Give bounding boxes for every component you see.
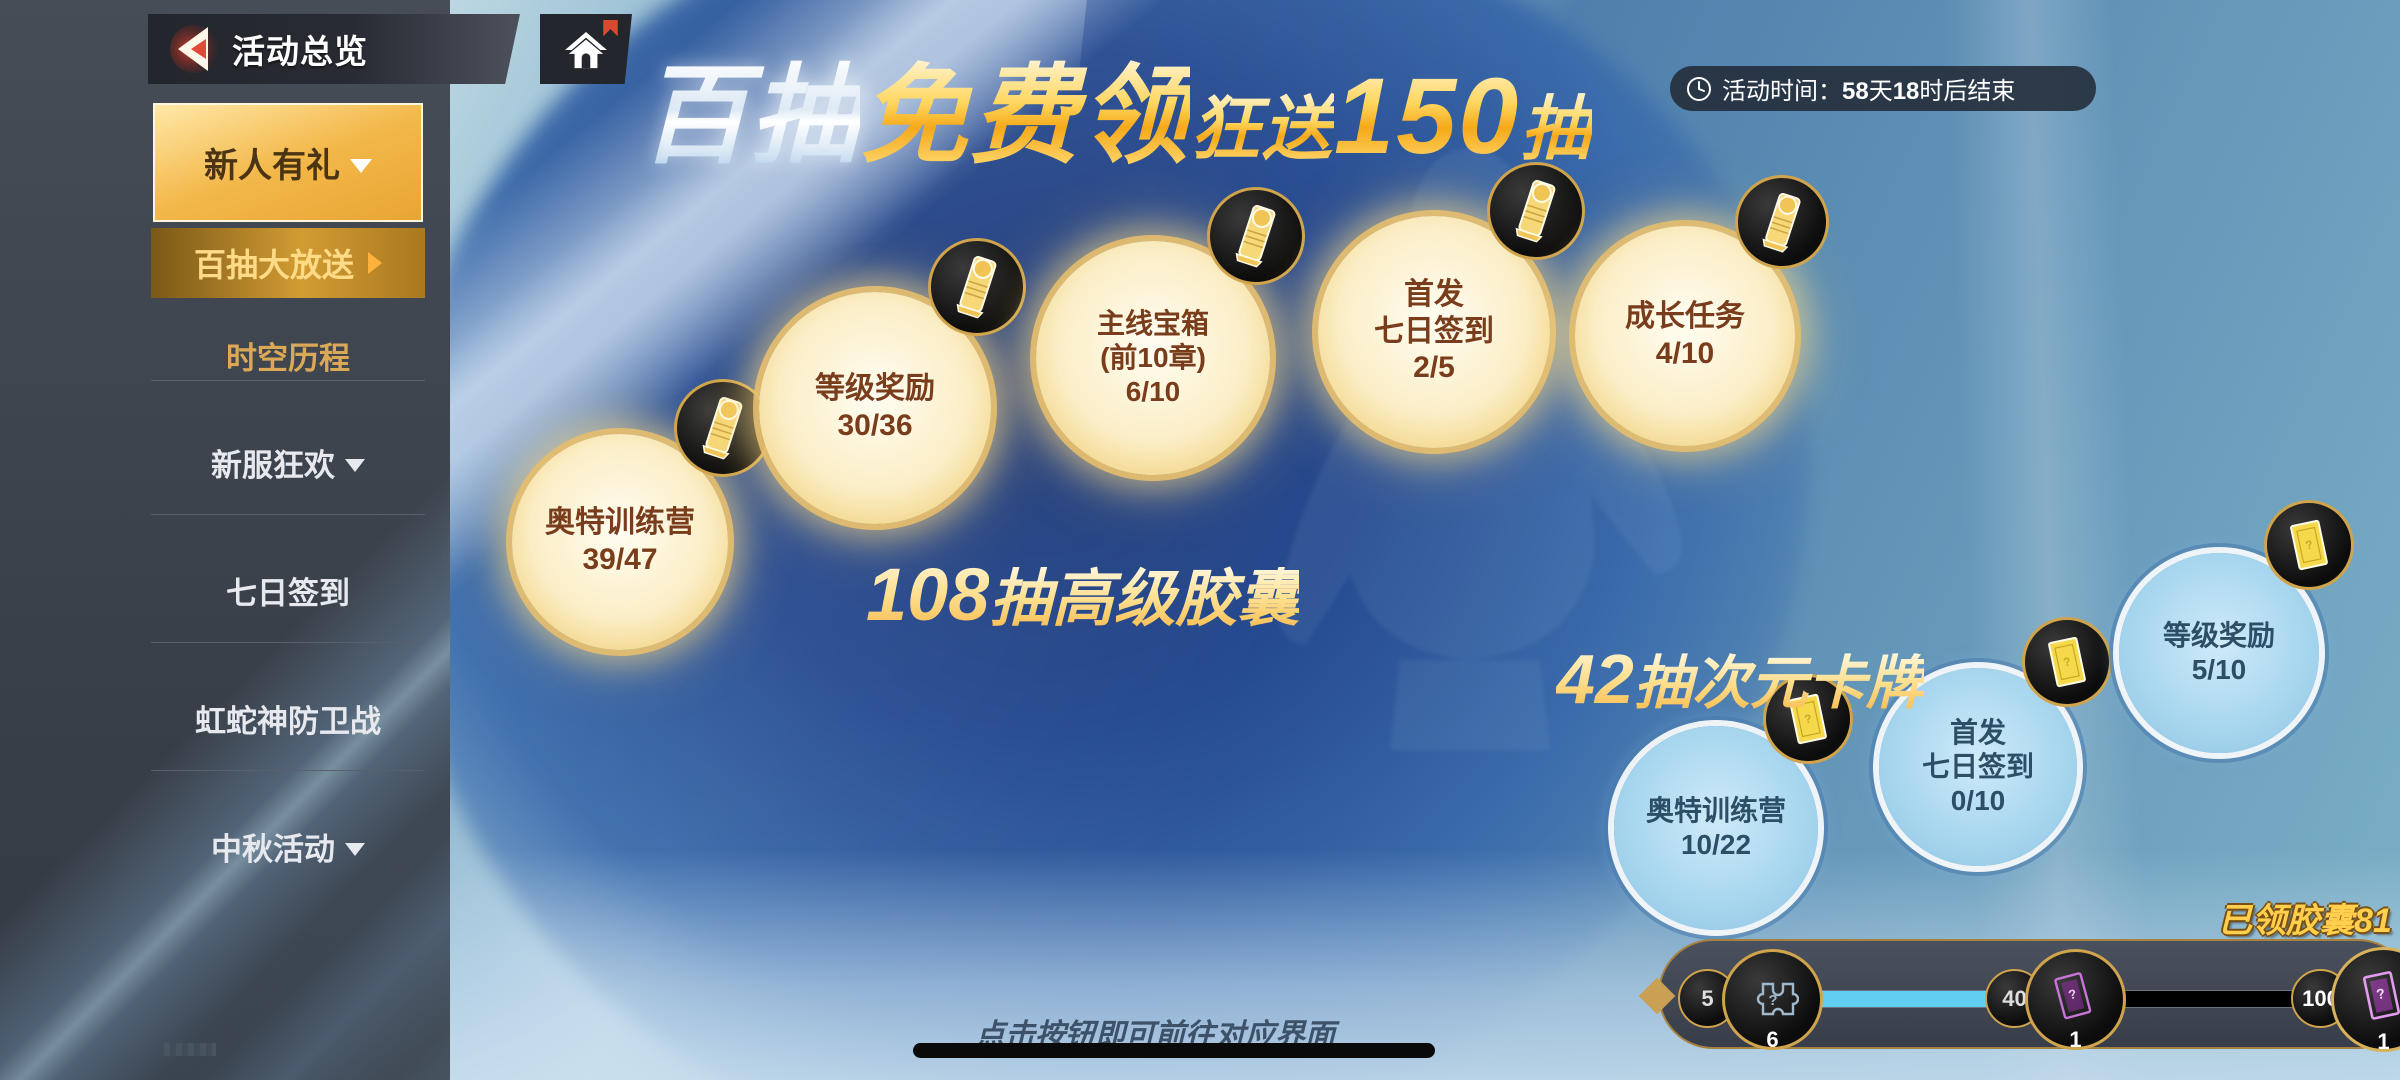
svg-text:?: ? — [1768, 992, 1777, 1009]
